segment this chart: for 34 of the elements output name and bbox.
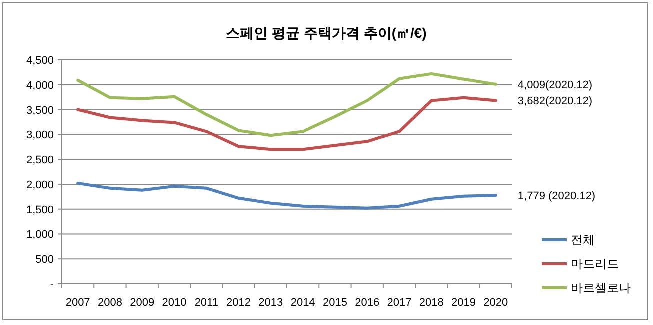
legend-label: 전체 (571, 233, 595, 247)
y-tick-label: 1,500 (26, 204, 54, 216)
y-tick-label: 3,000 (26, 130, 54, 142)
x-tick-label: 2017 (387, 297, 412, 309)
x-tick-label: 2014 (290, 297, 316, 309)
x-tick-label: 2009 (130, 297, 155, 309)
x-tick-label: 2012 (226, 297, 252, 309)
x-tick-label: 2019 (452, 297, 476, 309)
legend-label: 마드리드 (571, 257, 619, 271)
y-tick-label: 2,500 (26, 154, 54, 167)
x-tick-label: 2007 (66, 297, 90, 309)
y-tick-label: 500 (36, 254, 54, 266)
x-tick-label: 2016 (355, 297, 380, 309)
x-tick-label: 2018 (419, 297, 444, 309)
line-series (76, 182, 498, 210)
annotation: 1,779 (2020.12) (518, 190, 596, 202)
y-tick-label: - (50, 279, 54, 291)
chart-title: 스페인 평균 주택가격 추이(㎡/€) (226, 25, 427, 41)
line-series (76, 72, 498, 138)
line-series (76, 96, 498, 152)
y-tick-label: 2,000 (26, 179, 54, 192)
x-tick-label: 2015 (322, 297, 348, 309)
x-tick-label: 2008 (98, 297, 122, 309)
y-tick-label: 3,500 (26, 104, 54, 117)
y-tick-label: 4,000 (26, 80, 54, 92)
legend-label: 바르셀로나 (571, 281, 631, 295)
x-tick-label: 2011 (194, 297, 218, 309)
y-tick-label: 1,000 (26, 229, 54, 242)
annotation: 4,009(2020.12) (518, 79, 593, 92)
x-tick-label: 2013 (258, 297, 284, 309)
annotation: 3,682(2020.12) (518, 96, 593, 108)
x-tick-label: 2020 (484, 297, 508, 309)
y-tick-label: 4,500 (26, 55, 54, 67)
x-tick-label: 2010 (162, 297, 187, 309)
